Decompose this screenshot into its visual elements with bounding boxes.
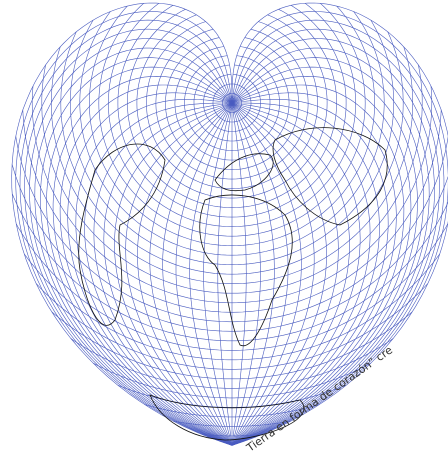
parallel (222, 93, 242, 113)
parallel (193, 64, 271, 142)
parallel (92, 362, 372, 399)
parallel (146, 21, 318, 189)
parallel (165, 37, 299, 170)
parallel (155, 29, 309, 180)
parallel (144, 404, 320, 418)
parallel (212, 83, 252, 123)
parallel (108, 2, 356, 228)
meridian (114, 102, 233, 446)
parallel (174, 46, 290, 161)
parallel (11, 164, 448, 332)
parallel (79, 11, 385, 256)
caption: Tierra en forma de corazón” cre (243, 343, 395, 455)
coastlines (78, 127, 388, 441)
asia (272, 127, 388, 226)
parallel (202, 434, 262, 437)
parallel (184, 55, 280, 151)
parallel (15, 223, 448, 351)
parallel (117, 384, 347, 408)
parallel (31, 85, 433, 304)
parallel (70, 338, 394, 389)
parallel (35, 283, 429, 370)
parallel (51, 311, 413, 380)
parallel (172, 420, 292, 427)
parallel (127, 9, 337, 208)
graticule (11, 2, 448, 446)
europe (214, 153, 274, 192)
parallel (203, 74, 261, 132)
americas (78, 143, 166, 326)
parallel (22, 109, 442, 313)
parallel (88, 5, 376, 247)
parallel (136, 14, 328, 199)
parallel (98, 3, 366, 237)
meridian (84, 102, 233, 446)
meridian (162, 102, 233, 446)
parallel (51, 46, 413, 285)
parallel (23, 253, 441, 361)
parallel (41, 64, 423, 294)
parallel (70, 19, 394, 266)
antarctica (149, 394, 305, 441)
parallel (60, 31, 404, 275)
africa (199, 194, 293, 347)
parallel (11, 193, 448, 342)
meridian (59, 84, 233, 446)
parallel (117, 5, 347, 218)
